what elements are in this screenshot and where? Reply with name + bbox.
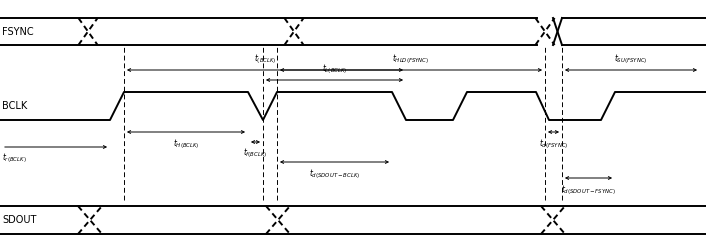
Text: $t_{d(SDOUT-FSYNC)}$: $t_{d(SDOUT-FSYNC)}$ <box>561 183 616 197</box>
Text: BCLK: BCLK <box>2 101 28 111</box>
Text: $t_{f(BCLK)}$: $t_{f(BCLK)}$ <box>244 146 268 160</box>
Text: $t_{H(BCLK)}$: $t_{H(BCLK)}$ <box>173 137 199 151</box>
Text: $t_{d(SDOUT-BCLK)}$: $t_{d(SDOUT-BCLK)}$ <box>309 167 360 181</box>
Text: $t_{(BCLK)}$: $t_{(BCLK)}$ <box>253 52 276 66</box>
Text: $t_{SU(FSYNC)}$: $t_{SU(FSYNC)}$ <box>614 52 647 66</box>
Text: $t_{r(BCLK)}$: $t_{r(BCLK)}$ <box>2 151 27 165</box>
Text: $t_{L(BCLK)}$: $t_{L(BCLK)}$ <box>322 62 347 76</box>
Text: $t_{HLD(FSYNC)}$: $t_{HLD(FSYNC)}$ <box>393 52 430 66</box>
Text: $t_{d(FSYNC)}$: $t_{d(FSYNC)}$ <box>539 137 568 151</box>
Text: SDOUT: SDOUT <box>2 215 37 225</box>
Text: FSYNC: FSYNC <box>2 27 34 37</box>
